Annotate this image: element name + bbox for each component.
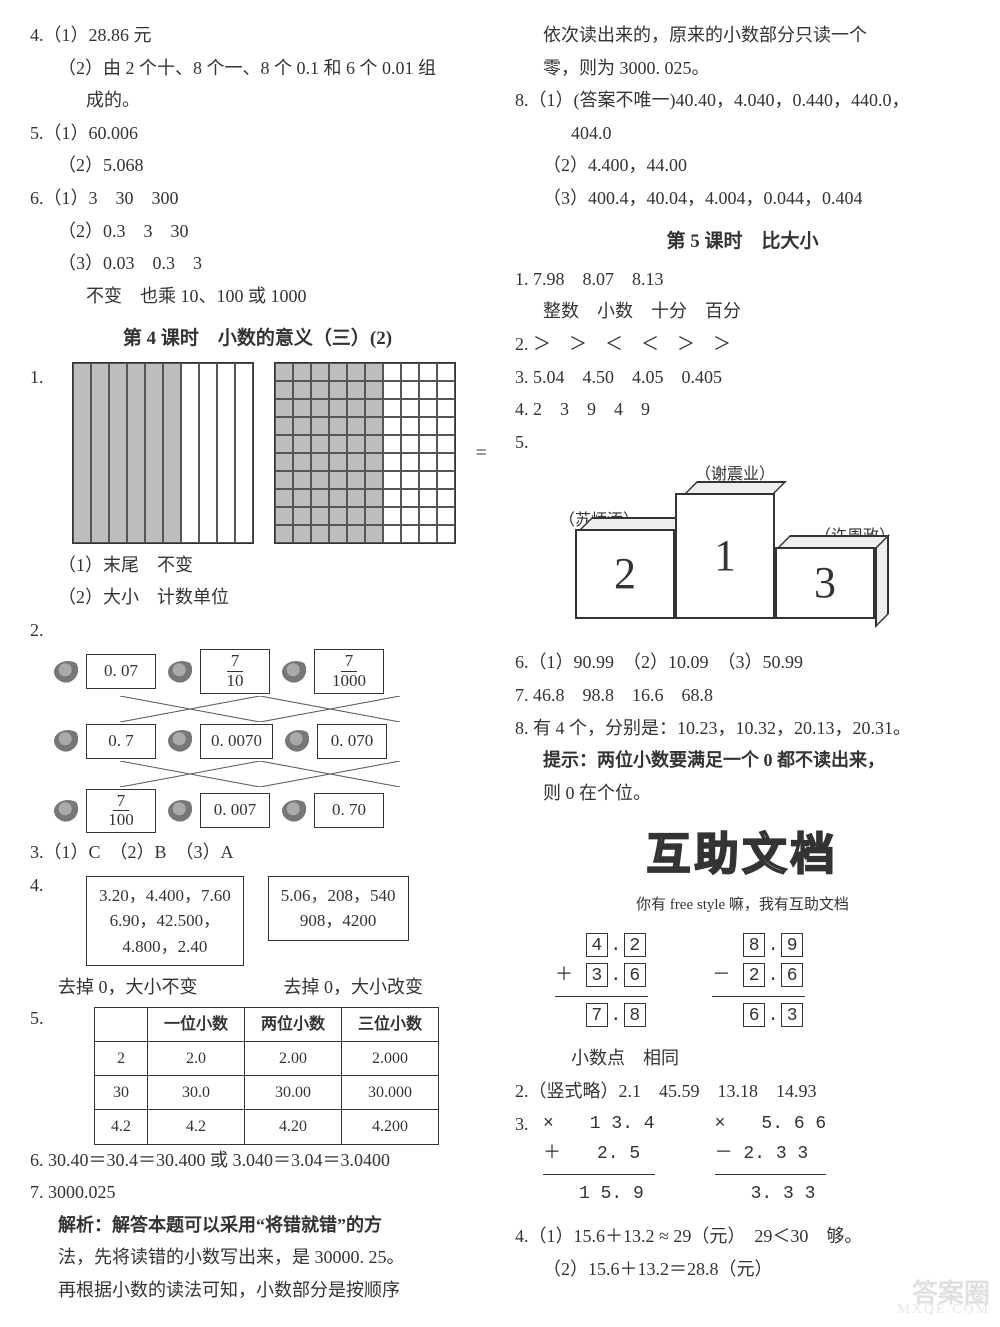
calc-row-2: 3. × 1 3. 4 ＋ 2. 5 1 5. 9 × 5. 6 6 － 2. … (515, 1109, 970, 1222)
r-q2: 2. ＞ ＞ ＜ ＜ ＞ ＞ (515, 329, 970, 360)
r-q3: 3. 5.04 4.50 4.05 0.405 (515, 362, 970, 393)
grid-a (72, 362, 254, 544)
q7-exp1: 解析：解答本题可以采用“将错就错”的方 (30, 1210, 485, 1241)
calc-c: × 1 3. 4 ＋ 2. 5 1 5. 9 (543, 1109, 655, 1210)
bee-row-1: 0. 0771071000 (30, 645, 485, 697)
q1-1: （1）末尾 不变 (30, 550, 485, 581)
q2-block: 2. 0. 0771071000 0. 70. 00700. 070 71000… (30, 615, 485, 837)
r-q2b: 2.（竖式略）2.1 45.59 13.18 14.93 (515, 1076, 970, 1107)
q2-label: 2. (30, 620, 44, 640)
cap-left: 去掉 0，大小不变 (58, 972, 260, 1003)
q4-2b: 成的。 (30, 85, 485, 116)
r-q3b-label: 3. (515, 1109, 543, 1140)
q1-2: （2）大小 计数单位 (30, 582, 485, 613)
calc-b: 8.9－ 2.66.3 (712, 931, 805, 1032)
right-column: 依次读出来的，原来的小数部分只读一个 零，则为 3000. 025。 8.（1）… (515, 20, 970, 1307)
cross-1 (60, 696, 455, 722)
decimal-table: 一位小数两位小数三位小数22.02.002.0003030.030.0030.0… (94, 1007, 439, 1145)
q7-exp2: 法，先将读错的小数写出来，是 30000. 25。 (30, 1242, 485, 1273)
r-q1b: 整数 小数 十分 百分 (515, 296, 970, 327)
r-q1a: 1. 7.98 8.07 8.13 (515, 264, 970, 295)
r-q8-1b: 404.0 (515, 118, 970, 149)
r-q6: 6.（1）90.99 （2）10.09 （3）50.99 (515, 647, 970, 678)
calc-d: × 5. 6 6 － 2. 3 3 3. 3 3 (715, 1109, 827, 1210)
cap-right: 去掉 0，大小改变 (284, 972, 486, 1003)
r-q8a: 8. 有 4 个，分别是：10.23，10.32，20.13，20.31。 (515, 713, 970, 744)
bee-row-3: 71000. 0070. 70 (30, 785, 485, 837)
q6-2: （2）0.3 3 30 (30, 216, 485, 247)
podium-1: 1 (675, 493, 775, 619)
r-q4b2: （2）15.6＋13.2＝28.8（元） (515, 1254, 970, 1285)
q4-label: 4. (30, 870, 58, 973)
r-q4: 4. 2 3 9 4 9 (515, 394, 970, 425)
q4-1: 4.（1）28.86 元 (30, 20, 485, 51)
section5-title: 第 5 课时 比大小 (515, 226, 970, 258)
r-q5-block: 5. （谢震业） （苏炳添） （许周政） 2 1 3 (515, 427, 970, 638)
r-q7: 7. 46.8 98.8 16.6 68.8 (515, 680, 970, 711)
grid-b (274, 362, 456, 544)
podium-2: 2 (575, 529, 675, 619)
q4-block: 4. 3.20，4.400，7.606.90，42.500，4.800，2.40… (30, 870, 485, 973)
r-q8c: 则 0 在个位。 (515, 778, 970, 809)
q1-grids-row: 1. = (30, 362, 485, 550)
r-q8b: 提示：两位小数要满足一个 0 都不读出来， (515, 745, 970, 776)
r-q8-3: （3）400.4，40.04，4.004，0.044，0.404 (515, 183, 970, 214)
q6-3: （3）0.03 0.3 3 (30, 248, 485, 279)
r-q4b1: 4.（1）15.6＋13.2 ≈ 29（元） 29＜30 够。 (515, 1221, 970, 1252)
left-column: 4.（1）28.86 元 （2）由 2 个十、8 个一、8 个 0.1 和 6 … (30, 20, 485, 1307)
cont1: 依次读出来的，原来的小数部分只读一个 (515, 20, 970, 51)
r-q8-2: （2）4.400，44.00 (515, 150, 970, 181)
q5-2: （2）5.068 (30, 150, 485, 181)
r-q5-label: 5. (515, 432, 529, 452)
q5-block: 5. 一位小数两位小数三位小数22.02.002.0003030.030.003… (30, 1003, 485, 1145)
q1-label: 1. (30, 362, 44, 393)
stamp: 互助文档 (515, 818, 970, 893)
q6-4: 不变 也乘 10、100 或 1000 (30, 281, 485, 312)
q6-1: 6.（1）3 30 300 (30, 183, 485, 214)
q7-exp3: 再根据小数的读法可知，小数部分是按顺序 (30, 1275, 485, 1306)
bee-row-2: 0. 70. 00700. 070 (30, 720, 485, 763)
q3: 3.（1）C （2）B （3）A (30, 837, 485, 868)
q5-1: 5.（1）60.006 (30, 118, 485, 149)
box-left: 3.20，4.400，7.606.90，42.500，4.800，2.40 (86, 876, 244, 967)
podium-3: 3 (775, 547, 875, 619)
section4-title: 第 4 课时 小数的意义（三）(2) (30, 323, 485, 355)
cont2: 零，则为 3000. 025。 (515, 53, 970, 84)
podium: （谢震业） （苏炳添） （许周政） 2 1 3 (565, 467, 905, 637)
r-q8-1a: 8.（1）(答案不唯一)40.40，4.040，0.440，440.0， (515, 85, 970, 116)
stamp-sub: 你有 free style 嘛，我有互助文档 (515, 893, 970, 919)
box-right: 5.06，208，540908，4200 (268, 876, 409, 941)
q6: 6. 30.40＝30.4＝30.400 或 3.040＝3.04＝3.0400 (30, 1145, 485, 1176)
q4-2a: （2）由 2 个十、8 个一、8 个 0.1 和 6 个 0.01 组 (30, 53, 485, 84)
calc-note: 小数点 相同 (515, 1043, 970, 1074)
calc-a: 4.2＋ 3.67.8 (555, 931, 648, 1032)
cross-2 (60, 761, 455, 787)
q7: 7. 3000.025 (30, 1177, 485, 1208)
grid-eq: = (476, 436, 487, 470)
calc-row: 4.2＋ 3.67.8 8.9－ 2.66.3 (515, 931, 970, 1044)
q5-label: 5. (30, 1003, 58, 1034)
